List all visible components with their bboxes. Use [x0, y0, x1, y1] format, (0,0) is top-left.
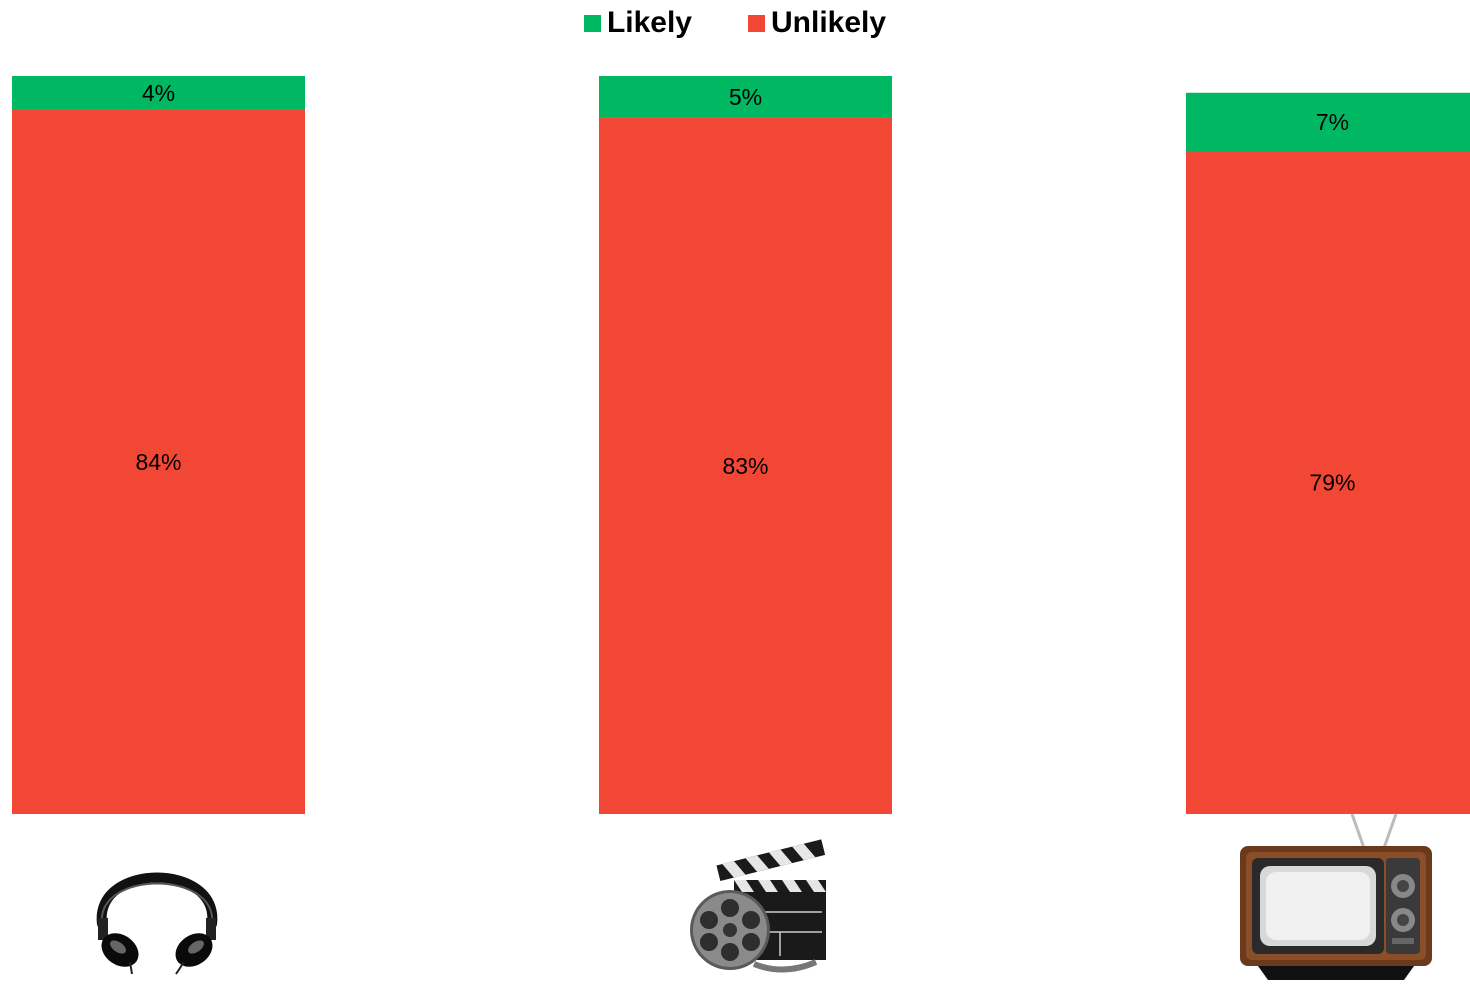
data-label-unlikely-1: 84% [135, 449, 181, 475]
data-label-unlikely-2: 83% [722, 453, 768, 479]
bar-likely-2 [599, 76, 892, 118]
retro-television-icon [1236, 812, 1436, 980]
legend-item-likely: Likely [583, 6, 692, 40]
film-reel-clapperboard-icon [684, 836, 834, 980]
legend-label-unlikely: Unlikely [771, 6, 887, 39]
legend: Likely Unlikely [0, 6, 1470, 40]
bar-unlikely-2 [599, 117, 892, 814]
bar-unlikely-3 [1186, 151, 1470, 814]
data-label-unlikely-3: 79% [1309, 470, 1355, 496]
legend-label-likely: Likely [606, 6, 692, 39]
legend-swatch-unlikely [748, 14, 765, 32]
legend-swatch-likely [583, 14, 601, 32]
data-label-likely-1: 4% [142, 80, 175, 106]
legend-item-unlikely: Unlikely [748, 6, 886, 40]
data-label-likely-2: 5% [729, 84, 762, 110]
headphones-icon [82, 832, 232, 980]
bar-unlikely-1 [12, 109, 305, 814]
bar-likely-3 [1186, 92, 1470, 152]
data-label-likely-3: 7% [1316, 109, 1349, 135]
bar-likely-1 [12, 76, 305, 110]
